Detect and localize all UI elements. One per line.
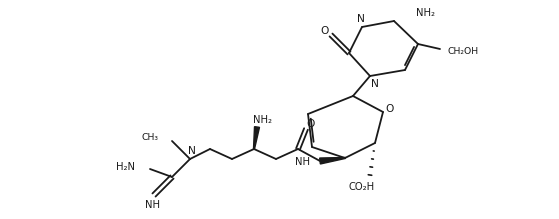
Text: N: N bbox=[357, 14, 365, 24]
Text: O: O bbox=[321, 26, 329, 36]
Text: CH₂OH: CH₂OH bbox=[447, 46, 479, 55]
Polygon shape bbox=[320, 157, 345, 164]
Text: NH: NH bbox=[295, 157, 310, 167]
Text: N: N bbox=[371, 79, 379, 89]
Text: CO₂H: CO₂H bbox=[349, 182, 375, 192]
Text: O: O bbox=[386, 104, 394, 114]
Text: O: O bbox=[307, 119, 315, 129]
Text: NH: NH bbox=[144, 200, 159, 210]
Text: NH₂: NH₂ bbox=[253, 115, 272, 125]
Text: N: N bbox=[188, 146, 196, 156]
Text: NH₂: NH₂ bbox=[416, 8, 435, 18]
Text: H₂N: H₂N bbox=[116, 162, 135, 172]
Text: CH₃: CH₃ bbox=[141, 134, 158, 143]
Polygon shape bbox=[253, 127, 259, 149]
